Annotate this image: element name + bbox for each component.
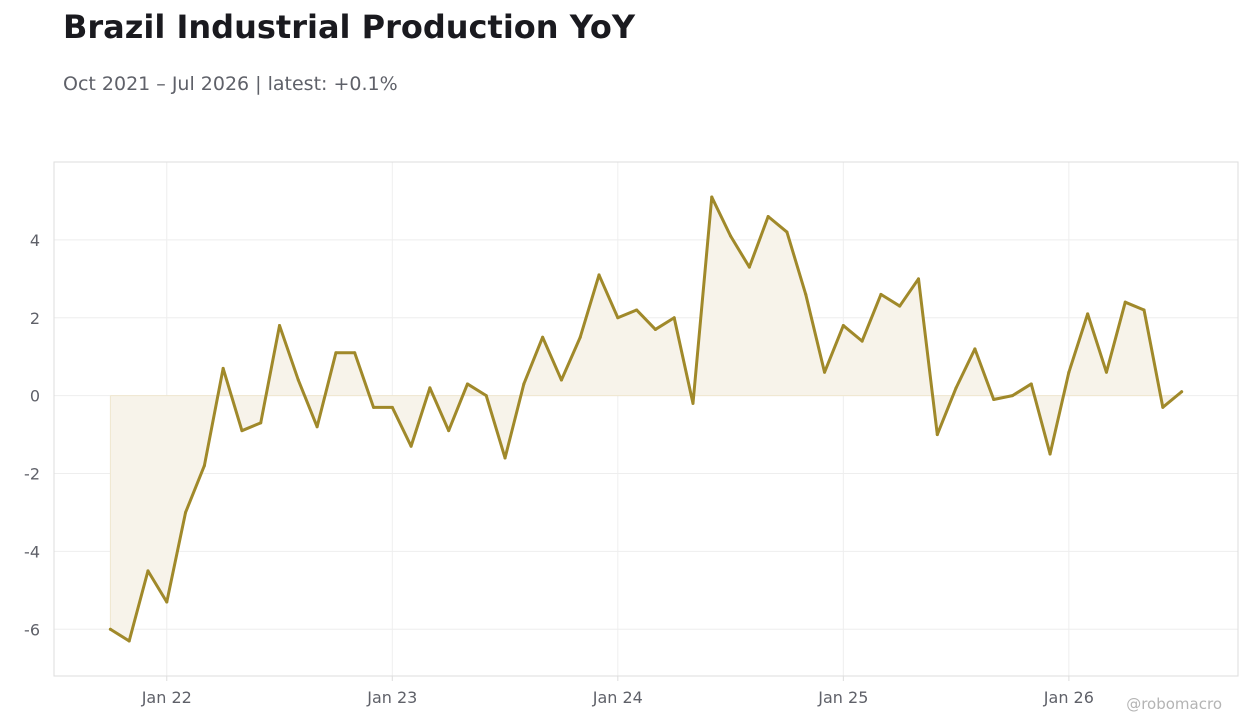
data-point — [597, 273, 601, 277]
y-tick-label: -4 — [24, 542, 40, 561]
chart-subtitle: Oct 2021 – Jul 2026 | latest: +0.1% — [63, 73, 398, 95]
x-tick-label: Jan 23 — [366, 688, 417, 707]
data-point — [503, 456, 507, 460]
data-point — [1029, 382, 1033, 386]
data-point — [1180, 390, 1184, 394]
data-point — [146, 569, 150, 573]
data-point — [785, 230, 789, 234]
data-point — [672, 316, 676, 320]
data-point — [653, 327, 657, 331]
data-point — [992, 398, 996, 402]
data-point — [465, 382, 469, 386]
data-point — [804, 292, 808, 296]
data-point — [447, 429, 451, 433]
y-tick-label: -6 — [24, 620, 40, 639]
x-tick-label: Jan 22 — [141, 688, 192, 707]
y-tick-label: 4 — [30, 231, 40, 250]
data-point — [1010, 394, 1014, 398]
data-point — [559, 378, 563, 382]
data-point — [428, 386, 432, 390]
data-point — [691, 401, 695, 405]
data-point — [616, 316, 620, 320]
grid-lines — [54, 162, 1238, 681]
series-line-group — [108, 195, 1184, 643]
area-fill — [110, 197, 1182, 641]
watermark: @robomacro — [1126, 695, 1222, 713]
area-fill-group — [109, 197, 1182, 641]
plot-frame — [53, 161, 1239, 677]
data-point — [635, 308, 639, 312]
data-point — [729, 234, 733, 238]
data-point — [766, 215, 770, 219]
data-point — [541, 335, 545, 339]
data-point — [334, 351, 338, 355]
data-point — [841, 324, 845, 328]
data-point — [898, 304, 902, 308]
data-point — [710, 195, 714, 199]
data-point — [353, 351, 357, 355]
data-point — [315, 425, 319, 429]
data-point — [165, 600, 169, 604]
data-point — [409, 444, 413, 448]
data-point — [221, 366, 225, 370]
y-tick-label: 0 — [30, 387, 40, 406]
data-point — [108, 627, 112, 631]
data-point — [240, 429, 244, 433]
y-tick-label: -2 — [24, 465, 40, 484]
data-point — [390, 405, 394, 409]
data-point — [484, 394, 488, 398]
x-tick-label: Jan 25 — [817, 688, 868, 707]
data-point — [1142, 308, 1146, 312]
data-point — [935, 433, 939, 437]
data-point — [1161, 405, 1165, 409]
y-tick-label: 2 — [30, 309, 40, 328]
data-point — [202, 464, 206, 468]
series-line — [108, 195, 1184, 643]
data-point — [371, 405, 375, 409]
data-point — [127, 639, 131, 643]
data-point — [184, 510, 188, 514]
data-point — [1086, 312, 1090, 316]
data-point — [973, 347, 977, 351]
data-points-group — [108, 195, 1184, 643]
data-point — [747, 265, 751, 269]
data-point — [522, 382, 526, 386]
chart-title: Brazil Industrial Production YoY — [63, 8, 636, 46]
data-point — [259, 421, 263, 425]
x-tick-label: Jan 24 — [592, 688, 643, 707]
data-point — [823, 370, 827, 374]
axis-labels: 4 2 0 -2 -4 -6 Jan 22 Jan 23 Jan 24 Jan 25 Jan 26 — [24, 231, 1094, 707]
data-point — [917, 277, 921, 281]
data-point — [296, 378, 300, 382]
data-point — [278, 324, 282, 328]
data-point — [860, 339, 864, 343]
data-point — [879, 292, 883, 296]
data-point — [1048, 452, 1052, 456]
data-point — [1123, 300, 1127, 304]
data-point — [578, 335, 582, 339]
data-point — [1104, 370, 1108, 374]
x-tick-label: Jan 26 — [1043, 688, 1094, 707]
data-point — [954, 386, 958, 390]
data-point — [1067, 370, 1071, 374]
